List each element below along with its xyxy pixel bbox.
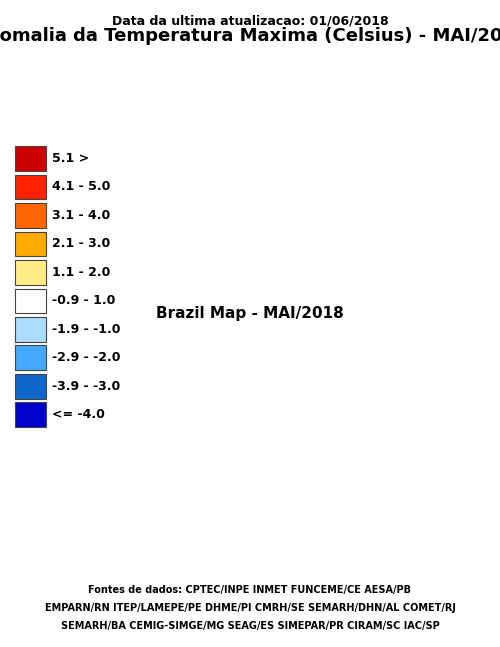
Text: 4.1 - 5.0: 4.1 - 5.0 [52,181,111,193]
Bar [15,402,46,427]
Text: EMPARN/RN ITEP/LAMEPE/PE DHME/PI CMRH/SE SEMARH/DHN/AL COMET/RJ: EMPARN/RN ITEP/LAMEPE/PE DHME/PI CMRH/SE… [44,603,456,613]
Bar [15,317,46,342]
Text: Anomalia da Temperatura Maxima (Celsius) - MAI/2018: Anomalia da Temperatura Maxima (Celsius)… [0,27,500,45]
Bar [15,146,46,171]
Bar [15,260,46,285]
Bar [15,345,46,370]
Text: -1.9 - -1.0: -1.9 - -1.0 [52,323,121,336]
Text: <= -4.0: <= -4.0 [52,408,106,421]
Text: -0.9 - 1.0: -0.9 - 1.0 [52,294,116,307]
Bar [15,232,46,256]
Text: -2.9 - -2.0: -2.9 - -2.0 [52,351,121,364]
Text: 2.1 - 3.0: 2.1 - 3.0 [52,237,111,250]
Bar [15,289,46,313]
Bar [15,374,46,399]
Text: -3.9 - -3.0: -3.9 - -3.0 [52,380,121,393]
Text: Fontes de dados: CPTEC/INPE INMET FUNCEME/CE AESA/PB: Fontes de dados: CPTEC/INPE INMET FUNCEM… [88,585,411,595]
Text: 1.1 - 2.0: 1.1 - 2.0 [52,266,111,279]
Text: Brazil Map - MAI/2018: Brazil Map - MAI/2018 [156,306,344,322]
Text: 5.1 >: 5.1 > [52,152,90,165]
Bar [15,203,46,228]
Text: 3.1 - 4.0: 3.1 - 4.0 [52,209,111,222]
Text: SEMARH/BA CEMIG-SIMGE/MG SEAG/ES SIMEPAR/PR CIRAM/SC IAC/SP: SEMARH/BA CEMIG-SIMGE/MG SEAG/ES SIMEPAR… [60,621,440,631]
Bar [15,175,46,199]
Text: Data da ultima atualizacao: 01/06/2018: Data da ultima atualizacao: 01/06/2018 [112,15,388,28]
